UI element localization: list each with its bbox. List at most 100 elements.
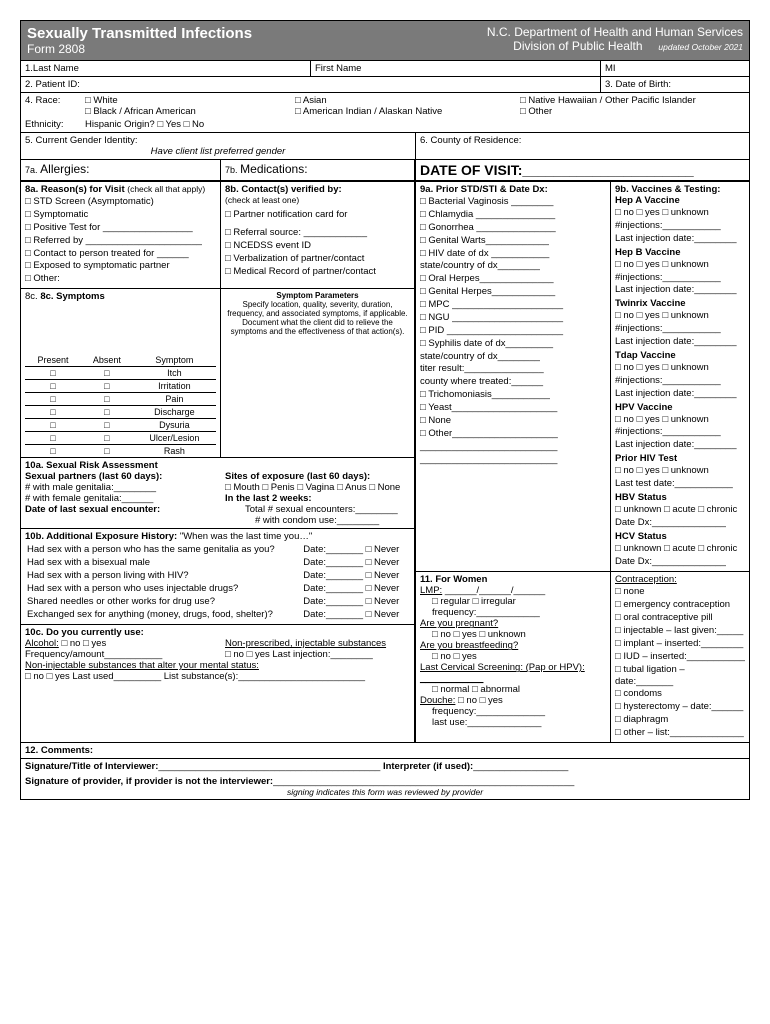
medications-field[interactable]: 7b. Medications: (221, 160, 416, 180)
county-field[interactable]: 6. County of Residence: (416, 133, 749, 159)
vaccine-line[interactable]: □ no □ yes □ unknown (615, 414, 745, 426)
vaccine-line[interactable]: Last test date:___________ (615, 478, 745, 490)
contraception-item[interactable]: □ implant – inserted:________ (615, 638, 745, 650)
vaccine-line[interactable]: Last injection date:________ (615, 388, 745, 400)
contraception-item[interactable]: □ diaphragm (615, 714, 745, 726)
11-cervical-screening[interactable]: Last Cervical Screening: (Pap or HPV): _… (420, 662, 606, 684)
symptom-row[interactable]: □□Irritation (25, 380, 216, 393)
symptom-row[interactable]: □□Ulcer/Lesion (25, 432, 216, 445)
contraception-item[interactable]: □ hysterectomy – date:______ (615, 701, 745, 713)
contraception-item[interactable]: □ condoms (615, 688, 745, 700)
9a-item[interactable]: __________________________ (420, 441, 606, 453)
11-lmp-blanks[interactable]: ______/______/______ (445, 585, 545, 596)
8b-item[interactable]: □ Partner notification card for (225, 209, 410, 221)
9a-item[interactable]: county where treated:______ (420, 376, 606, 388)
9a-item[interactable]: □ Oral Herpes______________ (420, 273, 606, 285)
mi-field[interactable]: MI (601, 61, 749, 76)
vaccine-line[interactable]: Last injection date:________ (615, 284, 745, 296)
11-lmp-frequency[interactable]: frequency:____________ (420, 607, 606, 618)
10a-condom-use[interactable]: # with condom use:________ (225, 515, 410, 526)
9a-item[interactable]: □ Chlamydia _______________ (420, 209, 606, 221)
10a-total-encounters[interactable]: Total # sexual encounters:________ (225, 504, 410, 515)
exposure-row[interactable]: Had sex with a person living with HIV?Da… (27, 570, 408, 581)
signature-provider-blank[interactable]: ________________________________________… (273, 776, 574, 787)
vaccine-line[interactable]: #injections:___________ (615, 323, 745, 335)
interpreter-blank[interactable]: __________________ (473, 761, 568, 772)
9a-item[interactable]: state/country of dx________ (420, 351, 606, 363)
symptom-row[interactable]: □□Pain (25, 393, 216, 406)
exposure-row[interactable]: Had sex with a bisexual maleDate:_______… (27, 557, 408, 568)
12-comments-label[interactable]: 12. Comments: (25, 745, 93, 756)
vaccine-line[interactable]: Date Dx:______________ (615, 556, 745, 568)
race-black[interactable]: □ Black / African American (85, 106, 295, 117)
dob-field[interactable]: 3. Date of Birth: (601, 77, 749, 92)
race-nhopi[interactable]: □ Native Hawaiian / Other Pacific Island… (520, 95, 745, 106)
8a-item[interactable]: □ STD Screen (Asymptomatic) (25, 196, 216, 208)
9a-item[interactable]: □ MPC _____________________ (420, 299, 606, 311)
vaccine-line[interactable]: Date Dx:______________ (615, 517, 745, 529)
11-regular-irregular[interactable]: □ regular □ irregular (420, 596, 606, 607)
vaccine-line[interactable]: □ no □ yes □ unknown (615, 259, 745, 271)
11-douche-lastuse[interactable]: last use:______________ (420, 717, 606, 728)
contraception-item[interactable]: □ none (615, 586, 745, 598)
8b-item[interactable]: □ NCEDSS event ID (225, 240, 410, 252)
vaccine-line[interactable]: #injections:___________ (615, 272, 745, 284)
race-white[interactable]: □ White (85, 95, 295, 106)
9a-item[interactable]: □ NGU _____________________ (420, 312, 606, 324)
contraception-item[interactable]: □ tubal ligation – date:_______ (615, 664, 745, 688)
11-douche-frequency[interactable]: frequency:_____________ (420, 706, 606, 717)
exposure-row[interactable]: Exchanged sex for anything (money, drugs… (27, 609, 408, 620)
8a-item[interactable]: □ Contact to person treated for ______ (25, 248, 216, 260)
8a-item[interactable]: □ Positive Test for _________________ (25, 222, 216, 234)
vaccine-line[interactable]: #injections:___________ (615, 375, 745, 387)
symptom-row[interactable]: □□Rash (25, 445, 216, 458)
date-of-visit-field[interactable]: DATE OF VISIT:______________________ (416, 160, 749, 180)
contraception-item[interactable]: □ emergency contraception (615, 599, 745, 611)
vaccine-line[interactable]: □ no □ yes □ unknown (615, 465, 745, 477)
allergies-field[interactable]: 7a. Allergies: (21, 160, 221, 180)
10c-last-injection[interactable]: □ no □ yes Last injection:________ (225, 649, 410, 660)
8a-item[interactable]: □ Referred by ______________________ (25, 235, 216, 247)
8a-item[interactable]: □ Other: (25, 273, 216, 285)
10a-male-genitalia[interactable]: # with male genitalia:________ (25, 482, 225, 493)
patient-id-field[interactable]: 2. Patient ID: (21, 77, 601, 92)
vaccine-line[interactable]: □ unknown □ acute □ chronic (615, 543, 745, 555)
vaccine-line[interactable]: □ unknown □ acute □ chronic (615, 504, 745, 516)
9a-item[interactable]: □ Other____________________ (420, 428, 606, 440)
9a-item[interactable]: □ None (420, 415, 606, 427)
contraception-item[interactable]: □ other – list:______________ (615, 727, 745, 739)
8b-item[interactable]: □ Verbalization of partner/contact (225, 253, 410, 265)
gender-label[interactable]: 5. Current Gender Identity: (25, 135, 137, 146)
9a-item[interactable]: □ PID ______________________ (420, 325, 606, 337)
10a-female-genitalia[interactable]: # with female genitalia:______ (25, 493, 225, 504)
exposure-row[interactable]: Had sex with a person who has the same g… (27, 544, 408, 555)
signature-interviewer-blank[interactable]: ________________________________________… (158, 761, 380, 772)
hispanic-origin[interactable]: Hispanic Origin? □ Yes □ No (85, 119, 204, 130)
contraception-item[interactable]: □ IUD – inserted:___________ (615, 651, 745, 663)
9a-item[interactable]: titer result:_______________ (420, 363, 606, 375)
8b-item[interactable]: □ Referral source: ____________ (225, 227, 410, 239)
10c-noninjectable-detail[interactable]: □ no □ yes Last used_________ List subst… (25, 671, 410, 682)
vaccine-line[interactable]: #injections:___________ (615, 426, 745, 438)
8b-item[interactable]: □ Medical Record of partner/contact (225, 266, 410, 278)
9a-item[interactable]: □ Genital Herpes____________ (420, 286, 606, 298)
11-douche-ny[interactable]: □ no □ yes (458, 695, 503, 706)
10a-sites-options[interactable]: □ Mouth □ Penis □ Vagina □ Anus □ None (225, 482, 410, 493)
9a-item[interactable]: □ Syphilis date of dx_________ (420, 338, 606, 350)
first-name-field[interactable]: First Name (311, 61, 601, 76)
race-asian[interactable]: □ Asian (295, 95, 520, 106)
vaccine-line[interactable]: □ no □ yes □ unknown (615, 362, 745, 374)
contraception-item[interactable]: □ oral contraceptive pill (615, 612, 745, 624)
symptom-row[interactable]: □□Dysuria (25, 419, 216, 432)
symptom-row[interactable]: □□Discharge (25, 406, 216, 419)
vaccine-line[interactable]: Last injection date:________ (615, 233, 745, 245)
last-name-field[interactable]: 1.Last Name (21, 61, 311, 76)
vaccine-line[interactable]: Last injection date:________ (615, 439, 745, 451)
vaccine-line[interactable]: □ no □ yes □ unknown (615, 207, 745, 219)
11-breastfeeding-options[interactable]: □ no □ yes (420, 651, 606, 662)
10c-frequency[interactable]: Frequency/amount___________ (25, 649, 225, 660)
9a-item[interactable]: □ Gonorrhea _______________ (420, 222, 606, 234)
8a-item[interactable]: □ Symptomatic (25, 209, 216, 221)
9a-item[interactable]: □ Yeast____________________ (420, 402, 606, 414)
9a-item[interactable]: □ Genital Warts____________ (420, 235, 606, 247)
